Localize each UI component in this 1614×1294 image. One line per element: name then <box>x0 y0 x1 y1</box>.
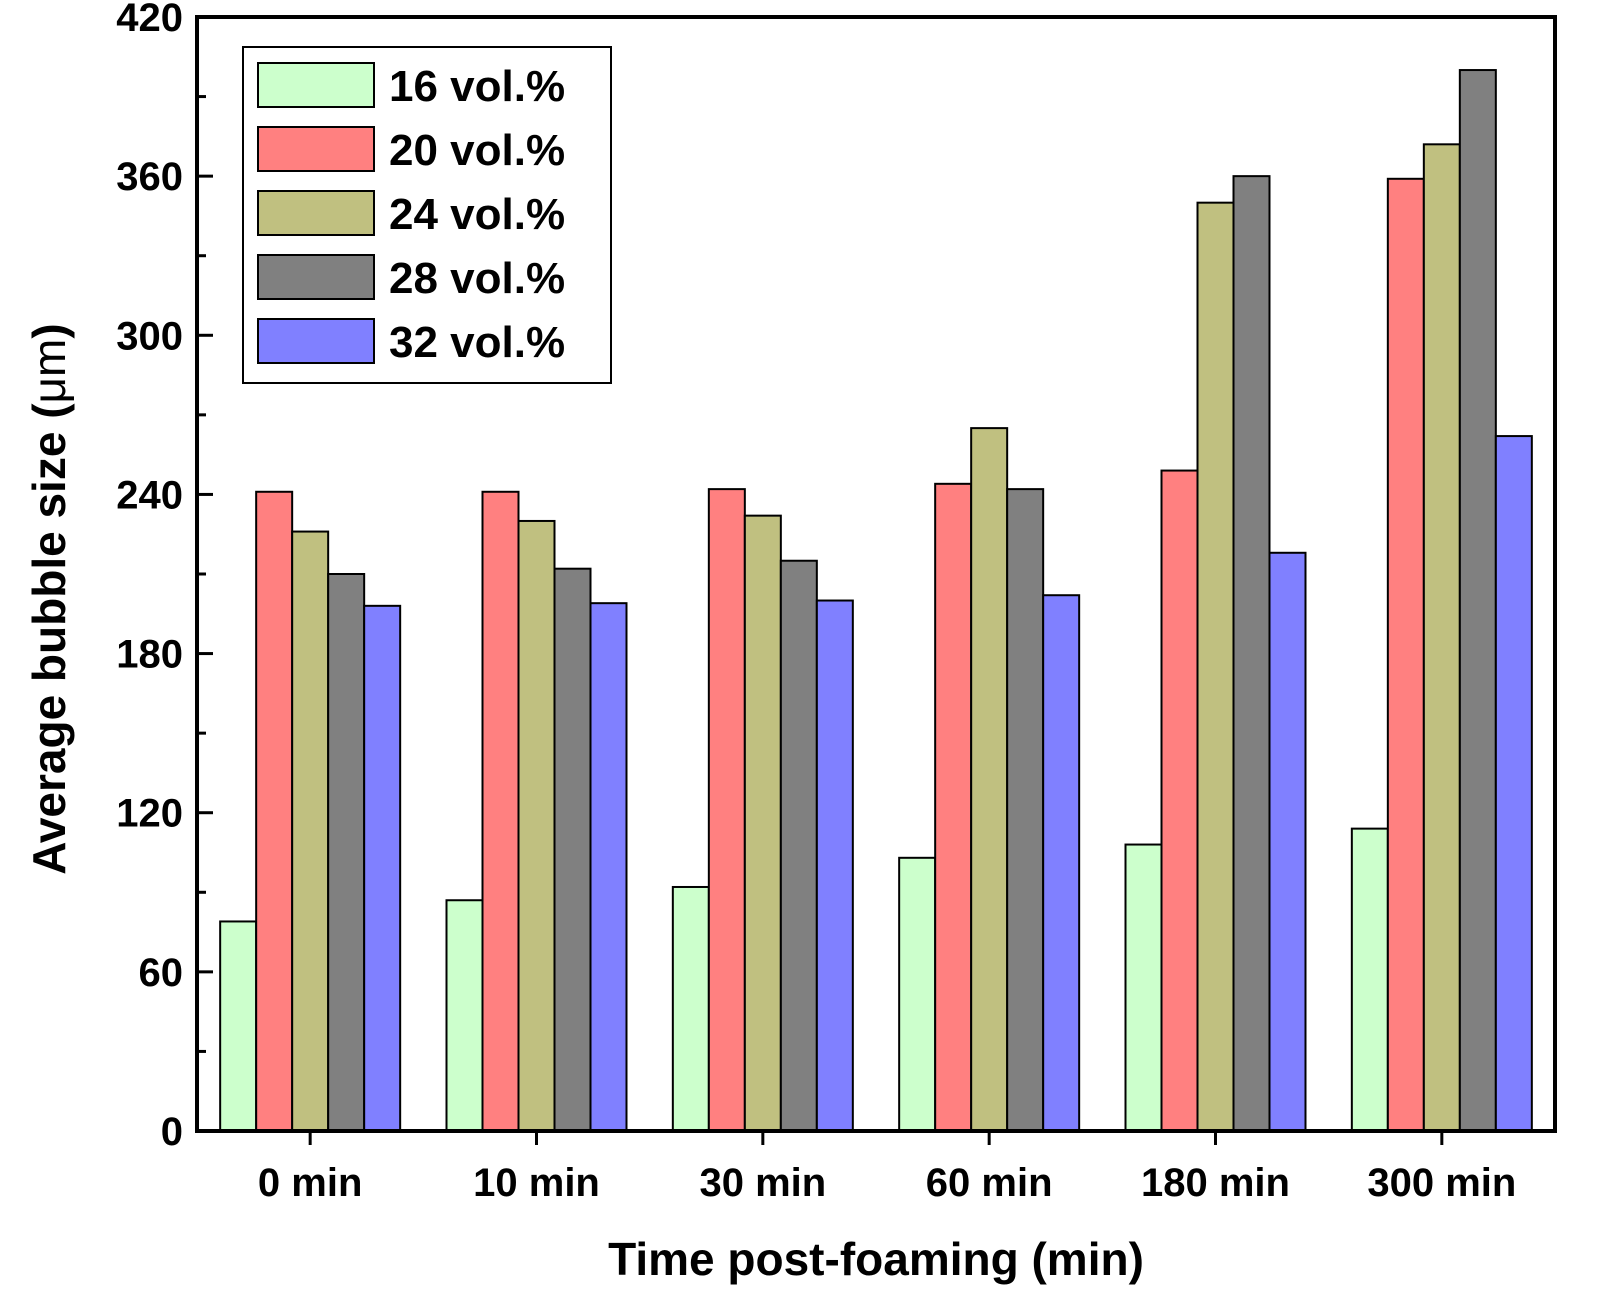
y-tick-label: 360 <box>116 155 183 199</box>
y-tick-label: 300 <box>116 314 183 358</box>
bar <box>1268 551 1307 1132</box>
bar <box>779 559 818 1132</box>
legend-label: 24 vol.% <box>389 190 565 239</box>
y-tick-label: 0 <box>161 1110 183 1154</box>
bar <box>1494 435 1533 1133</box>
legend-label: 28 vol.% <box>389 254 565 303</box>
legend-swatch <box>257 318 375 364</box>
legend-swatch <box>257 190 375 236</box>
bar <box>1006 488 1045 1133</box>
bars-layer <box>219 69 1533 1133</box>
bar <box>1386 177 1425 1133</box>
y-axis-title: Average bubble size (μm) <box>23 323 75 874</box>
bar <box>1042 594 1081 1132</box>
bar <box>1350 827 1389 1133</box>
legend-swatch <box>257 62 375 108</box>
bar <box>898 856 937 1132</box>
x-tick-label: 300 min <box>1367 1161 1516 1205</box>
bar <box>1196 201 1235 1132</box>
y-tick-label: 120 <box>116 792 183 836</box>
bar <box>934 482 973 1133</box>
bar <box>291 530 330 1132</box>
y-axis-title-unit: μm <box>23 339 75 404</box>
bar <box>1160 469 1199 1132</box>
bar <box>815 599 854 1132</box>
bar <box>255 490 294 1132</box>
bar <box>363 604 402 1132</box>
bar <box>1232 175 1271 1132</box>
x-axis-title: Time post-foaming (min) <box>608 1233 1144 1285</box>
x-tick-label: 60 min <box>926 1161 1053 1205</box>
legend-swatch <box>257 254 375 300</box>
y-axis-title-text: Average bubble size ( <box>23 403 75 875</box>
bar <box>589 602 628 1132</box>
x-tick-label: 180 min <box>1141 1161 1290 1205</box>
bar <box>219 920 258 1133</box>
bar <box>481 490 520 1132</box>
legend-label: 20 vol.% <box>389 126 565 175</box>
y-tick-label: 240 <box>116 473 183 517</box>
y-tick-label: 60 <box>139 951 184 995</box>
bar <box>445 899 484 1132</box>
y-tick-label: 420 <box>116 0 183 40</box>
x-tick-label: 10 min <box>473 1161 600 1205</box>
legend-label: 16 vol.% <box>389 62 565 111</box>
bar <box>743 514 782 1132</box>
bar <box>553 567 592 1132</box>
bar <box>671 885 710 1132</box>
bar <box>1124 843 1163 1132</box>
x-tick-label: 30 min <box>699 1161 826 1205</box>
bar <box>970 427 1009 1133</box>
y-axis-title-close: ) <box>23 323 75 338</box>
y-axis: 0 60 120 180 240 300 360 420 <box>116 0 213 1154</box>
legend-swatch <box>257 126 375 172</box>
bar <box>517 519 556 1132</box>
x-axis: 0 min 10 min 30 min 60 min 180 min 300 min <box>258 1131 1516 1205</box>
legend: 16 vol.% 20 vol.% 24 vol.% 28 vol.% 32 vol.% <box>242 46 612 384</box>
bar <box>1422 143 1461 1133</box>
x-tick-label: 0 min <box>258 1161 362 1205</box>
bar <box>1458 69 1497 1133</box>
bar <box>327 573 366 1132</box>
y-tick-label: 180 <box>116 633 183 677</box>
legend-label: 32 vol.% <box>389 318 565 367</box>
bar <box>707 488 746 1133</box>
